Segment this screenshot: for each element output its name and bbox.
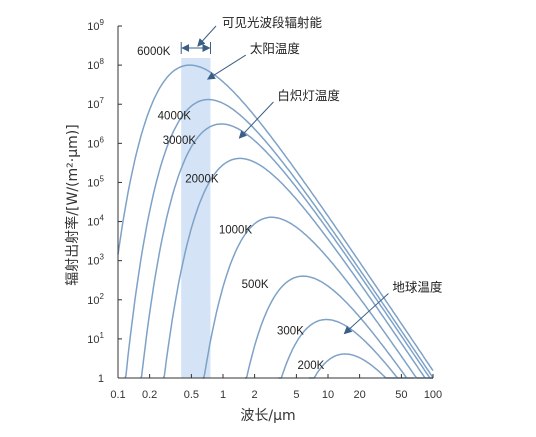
curve-2000k [162,157,433,379]
y-tick-label: 101 [87,331,104,346]
annotation-arrow [238,101,274,139]
annotation-arrow [343,293,389,335]
curve-200k [309,353,397,379]
x-tick-label: 0.5 [184,389,199,401]
y-tick-label: 109 [87,18,104,33]
curve-label-200k: 200K [297,360,324,372]
curve-1000k [202,216,425,379]
annotation-arrow [206,54,247,80]
visible-band-label: 可见光波段辐射能 [222,15,323,30]
annotation-label-1: 白炽灯温度 [277,88,340,103]
curve-label-300k: 300K [277,326,304,338]
x-tick-label: 1 [220,389,226,401]
y-tick-label: 105 [87,174,104,189]
y-tick-label: 104 [87,214,104,229]
y-tick-label: 103 [87,253,104,268]
y-tick-label: 108 [87,57,104,72]
y-tick-label: 106 [87,135,104,150]
curve-3000k [139,123,433,379]
band-pointer [197,25,217,47]
curve-label-3000k: 3000K [163,135,197,147]
annotation-label-2: 地球温度 [392,280,443,295]
annotation-label-0: 太阳温度 [250,41,301,56]
y-axis-title: 辐射出射率/[W/(m²·μm)] [64,124,81,285]
x-tick-label: 5 [293,389,299,401]
x-tick-label: 0.2 [142,389,157,401]
curve-500k [245,275,415,379]
x-tick-label: 50 [395,389,407,401]
x-axis-title: 波长/μm [240,408,295,424]
x-tick-label: 2 [252,389,258,401]
x-tick-label: 10 [322,389,334,401]
curve-label-4000k: 4000K [158,111,192,123]
x-tick-label: 0.1 [110,389,125,401]
curve-label-1000k: 1000K [219,224,253,236]
y-tick-label: 1 [98,373,104,385]
curve-300k [278,318,407,379]
curve-4000k [124,98,434,379]
curve-label-6000k: 6000K [137,46,171,58]
y-tick-label: 102 [87,292,104,307]
x-tick-label: 20 [353,389,365,401]
curve-label-2000k: 2000K [185,173,219,185]
y-tick-label: 107 [87,96,104,111]
curve-6000k [117,64,434,372]
visible-band [181,58,211,378]
x-tick-label: 100 [424,389,442,401]
curve-label-500k: 500K [242,279,269,291]
